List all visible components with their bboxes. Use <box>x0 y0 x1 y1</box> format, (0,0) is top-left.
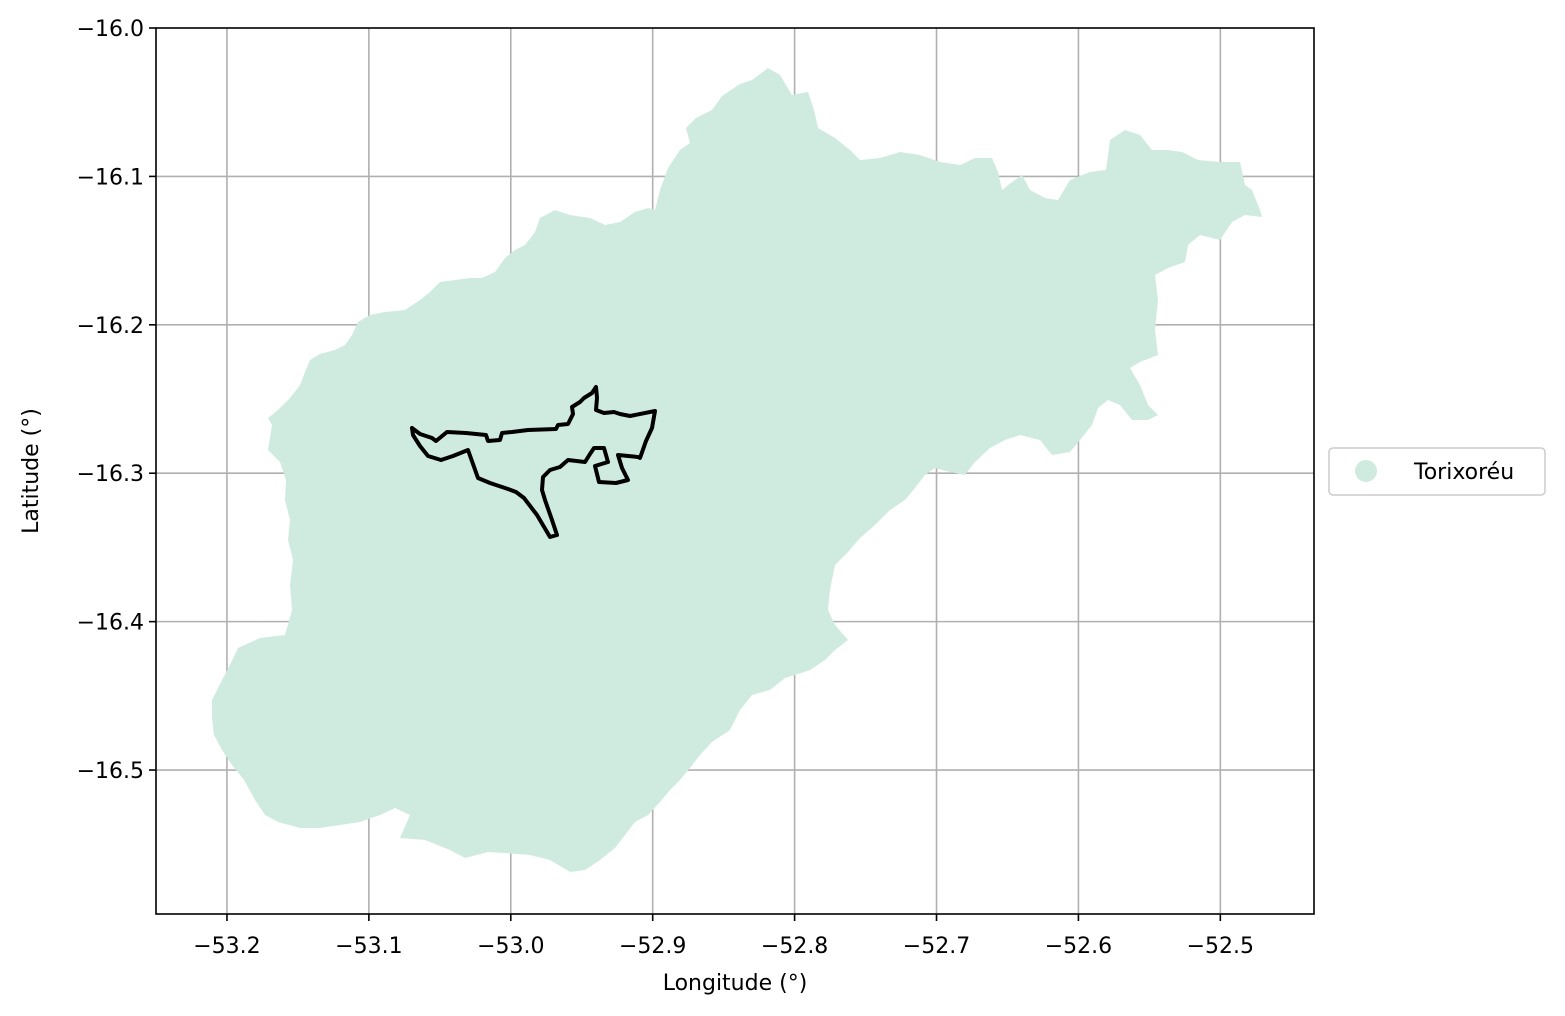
x-tick-label: −52.5 <box>1187 934 1254 959</box>
y-tick-label: −16.1 <box>77 165 144 190</box>
legend-marker <box>1355 460 1377 482</box>
x-axis-title: Longitude (°) <box>663 971 808 996</box>
x-tick-label: −52.9 <box>619 934 686 959</box>
x-axis-ticks: −53.2 −53.1 −53.0 −52.9 −52.8 −52.7 −52.6 −52.5 <box>193 914 1254 959</box>
x-tick-label: −53.0 <box>477 934 544 959</box>
y-tick-label: −16.4 <box>77 611 144 636</box>
y-axis-ticks: −16.0 −16.1 −16.2 −16.3 −16.4 −16.5 <box>77 17 156 784</box>
y-tick-label: −16.3 <box>77 462 144 487</box>
plot-frame <box>155 27 1315 915</box>
x-tick-label: −53.1 <box>335 934 402 959</box>
x-tick-label: −52.7 <box>903 934 970 959</box>
y-tick-label: −16.5 <box>77 759 144 784</box>
y-tick-label: −16.0 <box>77 17 144 42</box>
y-tick-label: −16.2 <box>77 314 144 339</box>
x-tick-label: −52.8 <box>761 934 828 959</box>
legend-box <box>1328 447 1546 496</box>
y-axis-title: Latitude (°) <box>19 408 44 534</box>
legend: Torixoréu <box>1328 447 1546 496</box>
inner-outline <box>410 385 657 539</box>
torixoreu-region <box>212 68 1262 872</box>
x-tick-label: −53.2 <box>193 934 260 959</box>
x-tick-label: −52.6 <box>1045 934 1112 959</box>
legend-label: Torixoréu <box>1413 460 1514 485</box>
